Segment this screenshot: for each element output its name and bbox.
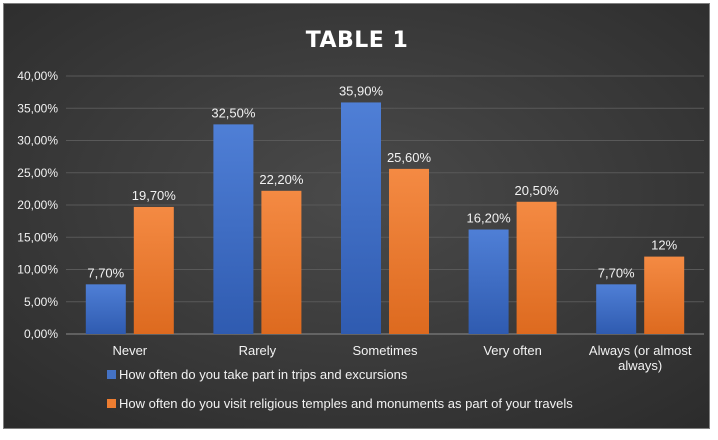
y-tick-label: 30,00% [17, 134, 58, 148]
data-label: 16,20% [467, 211, 512, 226]
bar-series-1 [468, 229, 509, 334]
legend: How often do you take part in trips and … [107, 367, 573, 411]
x-tick-label: Always (or almost always) [589, 343, 692, 373]
data-label: 20,50% [515, 183, 560, 198]
bar-series-1 [596, 284, 637, 334]
bar-chart: TABLE 1 0,00% 5,00% 10,00% 15,00% 20,00% 25,0… [4, 4, 709, 428]
legend-entry: How often do you take part in trips and … [119, 367, 408, 382]
y-tick-label: 10,00% [17, 263, 58, 277]
y-axis: 0,00% 5,00% 10,00% 15,00% 20,00% 25,00% 30,00%… [17, 69, 58, 341]
x-axis: Never Rarely Sometimes Very often Always (or… [112, 343, 691, 373]
bar-series-2 [261, 190, 302, 334]
y-tick-label: 0,00% [24, 327, 58, 341]
bar-series-2 [133, 206, 174, 334]
bar-series-1 [341, 102, 381, 334]
data-label: 7,70% [598, 265, 635, 280]
y-tick-label: 35,00% [17, 101, 58, 115]
x-tick-label: Sometimes [352, 343, 418, 358]
chart-title: TABLE 1 [306, 28, 409, 53]
data-label: 19,70% [132, 188, 177, 203]
data-label: 25,60% [387, 150, 432, 165]
x-tick-label: Very often [483, 343, 542, 358]
bars [85, 102, 685, 334]
legend-swatch [107, 370, 116, 379]
x-tick-label: Never [112, 343, 147, 358]
legend-entry: How often do you visit religious temples… [119, 396, 573, 411]
bar-series-2 [644, 256, 685, 334]
data-label: 32,50% [211, 105, 256, 120]
chart-frame: TABLE 1 0,00% 5,00% 10,00% 15,00% 20,00% 25,0… [3, 3, 710, 429]
bar-series-1 [85, 284, 126, 334]
bar-series-2 [389, 168, 429, 334]
data-labels: 7,70% 19,70% 32,50% 22,20% 35,90% 25,60% 16,20… [87, 83, 677, 280]
y-tick-label: 20,00% [17, 198, 58, 212]
bar-series-1 [213, 124, 254, 334]
data-label: 22,20% [259, 172, 304, 187]
y-tick-label: 15,00% [17, 230, 58, 244]
x-tick-label: Rarely [239, 343, 277, 358]
y-tick-label: 5,00% [24, 295, 58, 309]
y-tick-label: 40,00% [17, 69, 58, 83]
data-label: 12% [651, 238, 677, 253]
data-label: 35,90% [339, 83, 384, 98]
y-tick-label: 25,00% [17, 166, 58, 180]
data-label: 7,70% [87, 265, 124, 280]
bar-series-2 [516, 201, 557, 334]
legend-swatch [107, 399, 116, 408]
